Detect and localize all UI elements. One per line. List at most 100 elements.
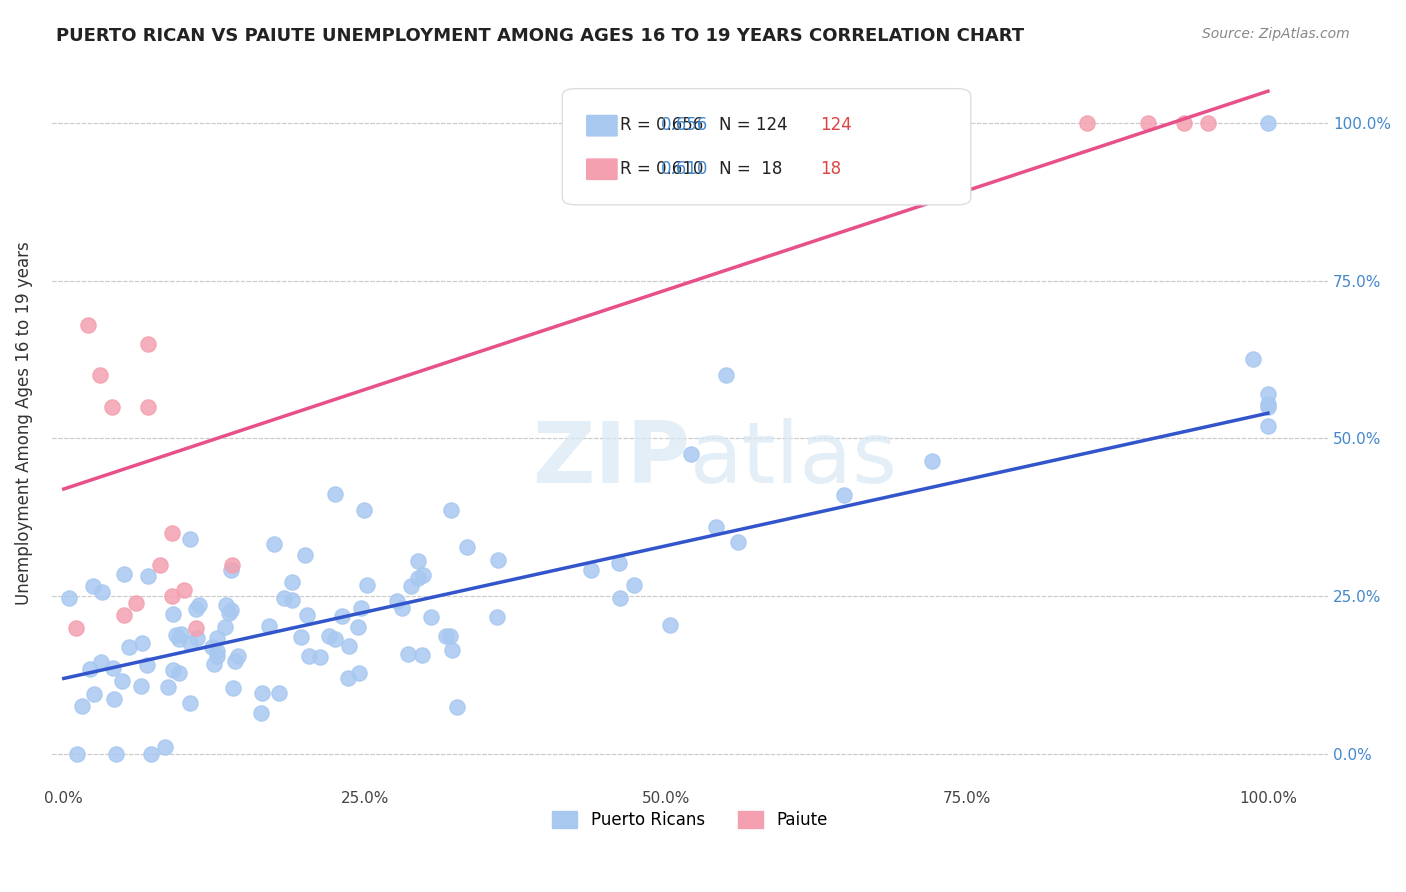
Point bbox=[727, 535, 749, 549]
Point bbox=[347, 620, 370, 634]
Point bbox=[1257, 418, 1279, 433]
Point bbox=[160, 590, 183, 604]
Point bbox=[188, 599, 211, 613]
Point bbox=[679, 447, 702, 461]
Point bbox=[167, 632, 190, 646]
Point bbox=[218, 607, 240, 621]
Point bbox=[66, 747, 89, 762]
Point bbox=[89, 368, 111, 383]
Point bbox=[290, 630, 312, 644]
FancyBboxPatch shape bbox=[585, 158, 619, 181]
Point bbox=[704, 520, 727, 534]
Point bbox=[1173, 116, 1195, 130]
Point bbox=[1197, 116, 1219, 130]
Point bbox=[356, 578, 378, 592]
Point bbox=[250, 706, 273, 720]
Point bbox=[252, 686, 274, 700]
Text: Source: ZipAtlas.com: Source: ZipAtlas.com bbox=[1202, 27, 1350, 41]
Point bbox=[832, 488, 855, 502]
Point bbox=[179, 532, 201, 546]
Point bbox=[76, 318, 98, 332]
Point bbox=[623, 578, 645, 592]
Point bbox=[579, 564, 602, 578]
Point bbox=[486, 553, 509, 567]
Point bbox=[420, 610, 443, 624]
Point bbox=[186, 631, 208, 645]
Text: 0.610: 0.610 bbox=[661, 160, 709, 178]
Point bbox=[222, 681, 245, 695]
Point bbox=[318, 629, 340, 643]
Y-axis label: Unemployment Among Ages 16 to 19 years: Unemployment Among Ages 16 to 19 years bbox=[15, 241, 32, 605]
Text: 0.656: 0.656 bbox=[661, 116, 707, 134]
Point bbox=[350, 600, 373, 615]
Point bbox=[401, 579, 423, 593]
Point bbox=[91, 584, 114, 599]
Point bbox=[294, 548, 316, 562]
Point bbox=[281, 592, 304, 607]
Point bbox=[714, 368, 737, 383]
Point bbox=[658, 618, 681, 632]
Point bbox=[1076, 116, 1098, 130]
Point bbox=[157, 680, 180, 694]
Point bbox=[323, 487, 346, 501]
Point bbox=[83, 687, 105, 701]
Point bbox=[149, 558, 172, 572]
Point bbox=[263, 537, 285, 551]
Point bbox=[921, 454, 943, 468]
Point bbox=[485, 610, 508, 624]
FancyBboxPatch shape bbox=[585, 114, 619, 137]
Point bbox=[104, 747, 127, 762]
Point bbox=[101, 661, 124, 675]
Point bbox=[273, 591, 295, 606]
Point bbox=[58, 591, 80, 605]
Point bbox=[101, 400, 124, 414]
Point bbox=[131, 636, 153, 650]
Point bbox=[353, 502, 375, 516]
Text: ZIP: ZIP bbox=[533, 417, 690, 500]
Text: R = 0.656   N = 124: R = 0.656 N = 124 bbox=[620, 116, 787, 134]
Point bbox=[125, 596, 148, 610]
Point bbox=[226, 648, 249, 663]
Point bbox=[267, 686, 290, 700]
Point bbox=[412, 568, 434, 582]
Text: R = 0.610   N =  18: R = 0.610 N = 18 bbox=[620, 160, 782, 178]
Text: 124: 124 bbox=[820, 116, 852, 134]
Point bbox=[72, 698, 94, 713]
Point bbox=[170, 627, 193, 641]
Point bbox=[205, 649, 228, 664]
Point bbox=[111, 673, 134, 688]
Point bbox=[1257, 400, 1279, 414]
Point bbox=[136, 569, 159, 583]
Point bbox=[186, 621, 208, 635]
Point bbox=[1257, 397, 1279, 411]
Point bbox=[103, 691, 125, 706]
Point bbox=[298, 648, 321, 663]
Point bbox=[224, 654, 246, 668]
Text: atlas: atlas bbox=[690, 417, 898, 500]
Point bbox=[118, 640, 141, 654]
Point bbox=[439, 630, 461, 644]
Point bbox=[436, 629, 458, 643]
Point bbox=[136, 400, 159, 414]
FancyBboxPatch shape bbox=[562, 88, 970, 205]
Point bbox=[257, 619, 280, 633]
Point bbox=[337, 671, 360, 685]
Point bbox=[179, 696, 201, 710]
Point bbox=[440, 503, 463, 517]
Point bbox=[385, 593, 408, 607]
Point bbox=[219, 603, 242, 617]
Point bbox=[179, 636, 201, 650]
Point bbox=[411, 648, 433, 663]
Point bbox=[136, 336, 159, 351]
Point bbox=[90, 655, 112, 669]
Point bbox=[129, 679, 152, 693]
Point bbox=[169, 666, 191, 681]
Point bbox=[295, 607, 318, 622]
Point bbox=[406, 571, 429, 585]
Point bbox=[202, 657, 225, 672]
Point bbox=[82, 579, 104, 593]
Point bbox=[139, 747, 162, 762]
Point bbox=[214, 620, 236, 634]
Point bbox=[456, 540, 478, 554]
Point bbox=[440, 642, 463, 657]
